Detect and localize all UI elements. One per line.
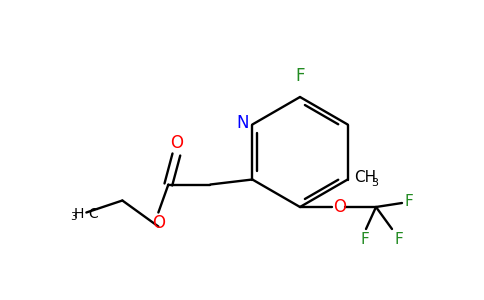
Text: N: N xyxy=(237,115,249,133)
Text: C: C xyxy=(89,206,98,220)
Text: 3: 3 xyxy=(372,178,378,188)
Text: O: O xyxy=(152,214,165,232)
Text: 3: 3 xyxy=(70,212,76,223)
Text: F: F xyxy=(404,194,413,209)
Text: F: F xyxy=(394,232,403,247)
Text: O: O xyxy=(333,198,346,216)
Text: CH: CH xyxy=(354,170,376,185)
Text: F: F xyxy=(361,232,369,247)
Text: F: F xyxy=(295,67,305,85)
Text: O: O xyxy=(170,134,183,152)
Text: H: H xyxy=(74,206,84,220)
